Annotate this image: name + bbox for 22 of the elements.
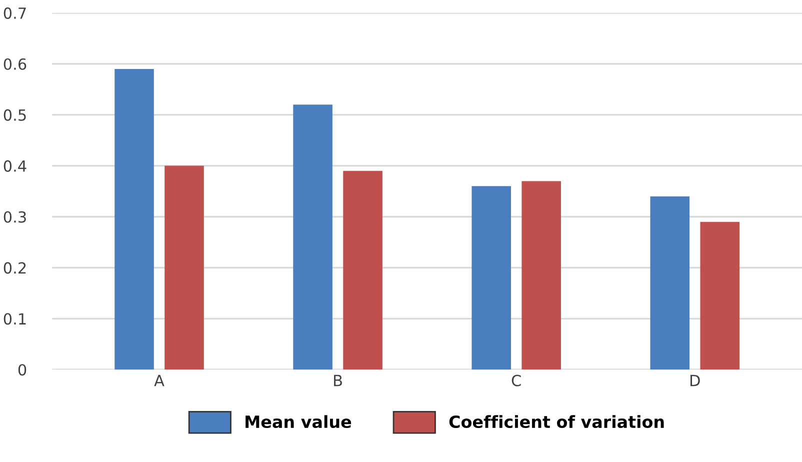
bar: [343, 170, 382, 370]
x-tick-label: C: [512, 374, 521, 386]
y-tick-label: 0.2: [4, 262, 26, 274]
bar: [472, 186, 511, 370]
bar: [293, 104, 332, 370]
legend-label: Coefficient of variation: [449, 415, 664, 428]
x-tick-label: D: [690, 374, 700, 386]
y-tick-label: 0.4: [4, 160, 26, 172]
y-tick-label: 0: [18, 364, 26, 376]
bar: [164, 166, 204, 370]
y-tick-label: 0.6: [4, 58, 26, 70]
x-tick-label: B: [334, 374, 342, 386]
bar: [114, 68, 154, 370]
bar: [522, 181, 561, 370]
y-tick-label: 0.7: [4, 7, 26, 19]
y-tick-label: 0.1: [4, 313, 26, 325]
x-tick-label: A: [154, 374, 164, 386]
y-tick-label: 0.5: [4, 109, 26, 121]
bar: [650, 196, 690, 370]
y-tick-label: 0.3: [4, 211, 26, 223]
legend-label: Mean value: [246, 415, 352, 428]
bar: [700, 222, 740, 370]
